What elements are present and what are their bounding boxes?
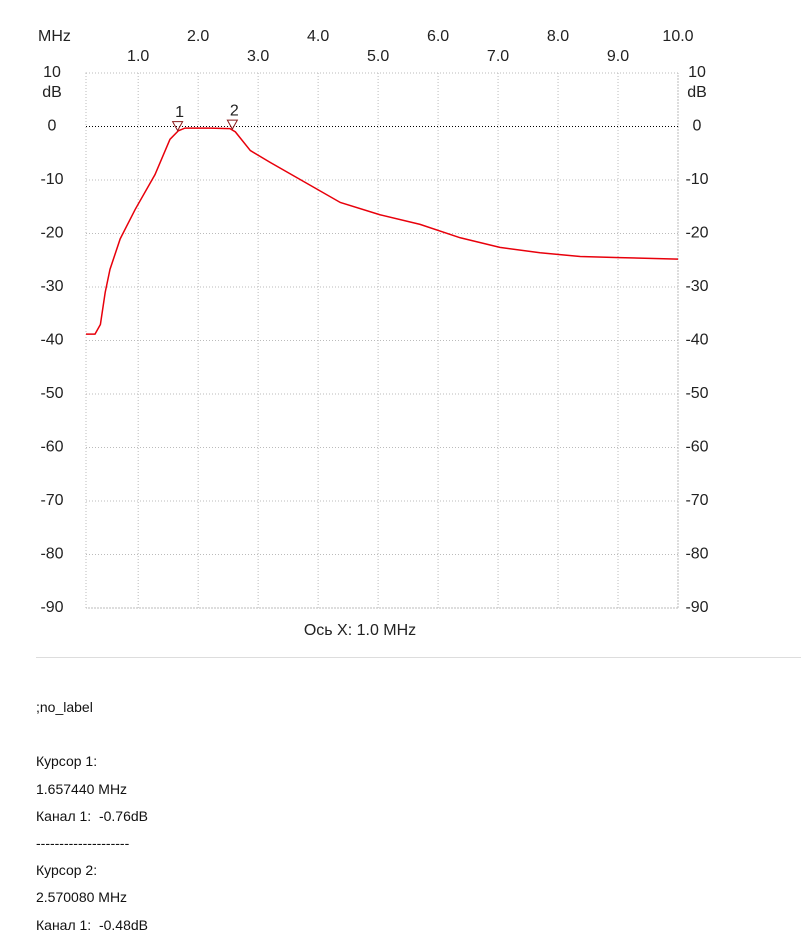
y-tick-label-left: -70 [40, 492, 63, 509]
notes: ;no_label Курсор 1: 1.657440 MHz Канал 1: -… [36, 694, 148, 939]
x-tick-label: 6.0 [427, 28, 449, 45]
y-tick-label-right: -10 [685, 171, 708, 188]
note-line: -------------------- [36, 834, 130, 851]
y-tick-label-left: -60 [40, 439, 63, 456]
y-tick-label-right: -50 [685, 385, 708, 402]
y-tick-label-left: -20 [40, 225, 63, 242]
y-tick-label-left: -50 [40, 385, 63, 402]
y-tick-label-left: 0 [48, 118, 57, 135]
y-tick-label-right: -90 [685, 599, 708, 616]
cursor-label: 1 [175, 104, 184, 121]
note-line: Курсор 1: [36, 753, 98, 770]
x-tick-label: 2.0 [187, 28, 209, 45]
y-tick-label-right: -80 [685, 546, 708, 563]
note-line: ;no_label [36, 699, 93, 715]
y-unit-left: dB [42, 84, 62, 101]
note-line: 1.657440 MHz [36, 780, 128, 797]
y-tick-label-left: -40 [40, 332, 63, 349]
y-tick-label-left: 10 [43, 64, 61, 81]
cursor-label: 2 [230, 102, 239, 119]
x-tick-label: 3.0 [247, 48, 269, 65]
separator [36, 657, 801, 658]
cursor-marker [226, 119, 239, 131]
y-tick-label-right: -70 [685, 492, 708, 509]
chart: MHz dB dB Ось X: 1.0 MHz 10 10 0 0 -10 -10 -20… [38, 28, 709, 639]
x-tick-label: 4.0 [307, 28, 329, 45]
x-tick-label: 10.0 [662, 28, 693, 45]
note-line: Курсор 2: [36, 862, 98, 879]
x-tick-label: 8.0 [547, 28, 569, 45]
x-unit: MHz [38, 28, 71, 45]
note-line: Канал 1: -0.48dB [36, 916, 149, 933]
plot-frame [85, 72, 679, 609]
y-tick-label-left: -30 [40, 278, 63, 295]
note-line: Канал 1: -0.76dB [36, 807, 149, 824]
y-tick-label-right: -20 [685, 225, 708, 242]
y-tick-label-right: -30 [685, 278, 708, 295]
x-tick-label: 9.0 [607, 48, 629, 65]
y-tick-label-right: -40 [685, 332, 708, 349]
cursor-marker [171, 121, 184, 132]
x-tick-label: 7.0 [487, 48, 509, 65]
y-tick-label-right: 10 [688, 64, 706, 81]
note-line [36, 721, 148, 748]
y-tick-label-left: -10 [40, 171, 63, 188]
y-unit-right: dB [687, 84, 707, 101]
x-tick-label: 5.0 [367, 48, 389, 65]
y-tick-label-right: 0 [693, 118, 702, 135]
x-axis-label: Ось X: 1.0 MHz [304, 622, 416, 639]
y-tick-label-left: -80 [40, 546, 63, 563]
x-tick-label: 1.0 [127, 48, 149, 65]
note-line: 2.570080 MHz [36, 889, 128, 906]
y-tick-label-left: -90 [40, 599, 63, 616]
y-tick-label-right: -60 [685, 439, 708, 456]
line [86, 127, 679, 335]
